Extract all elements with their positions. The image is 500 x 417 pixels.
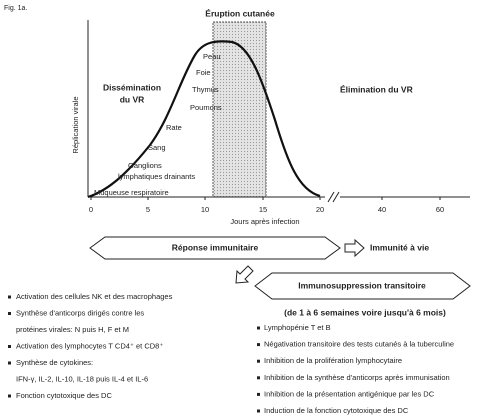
- band-label: Éruption cutanée: [205, 8, 275, 18]
- x-tick-label: 40: [378, 205, 386, 214]
- organ: Peau: [203, 52, 221, 61]
- bullet: [257, 409, 260, 413]
- bullet: [257, 326, 260, 330]
- x-tick-label: 5: [146, 205, 150, 214]
- bullet: [8, 361, 11, 365]
- list-item: Activation des lymphocytes T CD4⁺ et CD8…: [16, 341, 163, 350]
- list-item: Inhibition de la prolifération lymphocyt…: [264, 356, 402, 365]
- organ: Poumons: [190, 103, 222, 112]
- arrow: [344, 238, 365, 258]
- bullet: [257, 376, 260, 380]
- list-item: Négativation transitoire des tests cutan…: [264, 340, 454, 349]
- x-tick-label: 15: [259, 205, 267, 214]
- organ: Foie: [196, 68, 211, 77]
- bullet: [8, 394, 11, 398]
- bullet: [8, 295, 11, 299]
- x-tick-label: 10: [201, 205, 209, 214]
- bullet: [257, 359, 260, 363]
- list-item: Synthèse de cytokines:: [16, 358, 93, 367]
- x-tick-label: 60: [436, 205, 444, 214]
- list-item: Lymphopénie T et B: [264, 323, 331, 332]
- hexagon: [254, 272, 471, 300]
- organ: Ganglions: [128, 161, 162, 170]
- bullet: [257, 343, 260, 347]
- list-item: Inhibition de la synthèse d'anticorps ap…: [264, 373, 450, 382]
- list-item: Activation des cellules NK et des macrop…: [16, 292, 173, 301]
- arrow: [235, 265, 254, 284]
- rash-band: [212, 21, 267, 198]
- x-tick-label: 20: [316, 205, 324, 214]
- bullet: [8, 312, 11, 315]
- list-item: Induction de la fonction cytotoxique des…: [264, 406, 409, 415]
- bullet: [257, 392, 260, 396]
- immune-response: Réponse immunitaire: [172, 242, 259, 252]
- organ: lymphatiques drainants: [118, 172, 195, 181]
- figure-label: Fig. 1a.: [4, 5, 27, 12]
- list-item: Fonction cytotoxique des DC: [16, 391, 112, 400]
- duration: (de 1 à 6 semaines voire jusqu'à 6 mois): [284, 307, 446, 317]
- organ: Rate: [166, 123, 182, 132]
- hexagon: [89, 236, 341, 260]
- y-axis-label: Réplication virale: [71, 96, 80, 153]
- x-axis-label: Jours après infection: [230, 217, 299, 226]
- lifelong: Immunité à vie: [370, 242, 429, 252]
- phase-label: Élimination du VR: [340, 84, 413, 94]
- phase-label: Dissémination: [103, 82, 161, 92]
- viral-curve: [87, 40, 321, 199]
- axis-break: [327, 191, 340, 203]
- organ: Sang: [148, 143, 166, 152]
- list-item: Synthèse d'anticorps dirigés contre les: [16, 308, 144, 317]
- list-item: Inhibition de la présentation antigéniqu…: [264, 389, 435, 398]
- bullet: [8, 345, 11, 348]
- organ: Thymus: [192, 85, 219, 94]
- immunosuppression: Immunosuppression transitoire: [298, 280, 426, 290]
- organ: Muqueuse respiratoire: [94, 188, 169, 197]
- phase-label: du VR: [120, 94, 145, 104]
- x-tick-label: 0: [89, 205, 93, 214]
- list-item: IFN-γ, IL-2, IL-10, IL-18 puis IL-4 et I…: [16, 374, 148, 383]
- list-item: protéines virales: N puis H, F et M: [16, 325, 129, 334]
